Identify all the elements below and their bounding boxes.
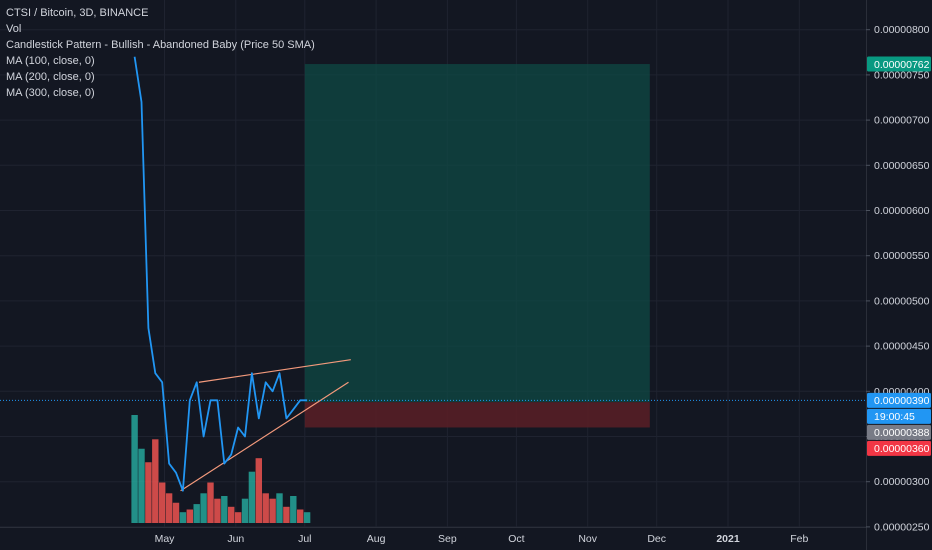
y-tick-label: 0.00000600 [874, 205, 930, 217]
time-axis-background [0, 527, 866, 550]
volume-bar [138, 448, 145, 523]
volume-bar [255, 458, 262, 523]
x-tick-label: Jul [298, 533, 311, 545]
volume-bar [165, 493, 173, 523]
target-price-tag-text: 0.00000762 [874, 59, 930, 71]
price-series-line [133, 56, 308, 492]
time-axis[interactable]: May Jun Jul Aug Sep Oct Nov Dec 2021 Feb [0, 527, 866, 550]
x-tick-label: 2021 [716, 533, 740, 545]
price-axis-background [866, 0, 932, 550]
volume-bar [159, 482, 166, 523]
volume-bar [290, 496, 297, 523]
y-tick-label: 0.00000800 [874, 24, 930, 36]
countdown-tag-text: 19:00:45 [874, 411, 915, 423]
volume-bar [283, 506, 290, 523]
x-tick-label: Aug [367, 533, 386, 545]
stop-price-tag-text: 0.00000360 [874, 443, 930, 455]
volume-bar [214, 498, 221, 523]
current-price-tag-box [867, 392, 931, 408]
price-axis[interactable]: 0.00000800 0.00000750 0.00000700 0.00000650… [866, 0, 932, 550]
countdown-tag-box [867, 408, 931, 424]
volume-bar [152, 439, 159, 523]
x-tick-label: Dec [647, 533, 666, 545]
profit-zone [304, 64, 650, 403]
y-tick-label: 0.00000700 [874, 115, 930, 127]
x-tick-label: Nov [578, 533, 597, 545]
y-tick-label: 0.00000450 [874, 341, 930, 353]
y-tick-label: 0.00000650 [874, 160, 930, 172]
volume-bar [145, 462, 152, 523]
x-tick-label: Jun [227, 533, 244, 545]
volume-bars [131, 415, 311, 523]
volume-bar [228, 506, 235, 523]
volume-bar [297, 509, 304, 523]
stop-price-tag-box [867, 440, 931, 456]
price-tags: 0.00000762 0.00000390 19:00:45 0.00000388 0.… [867, 56, 931, 456]
volume-bar [221, 496, 228, 523]
x-tick-label: Sep [438, 533, 457, 545]
volume-bar [172, 502, 180, 523]
volume-bar [248, 471, 256, 523]
volume-bar [131, 415, 138, 523]
volume-bar [269, 498, 276, 523]
volume-bar [262, 493, 269, 523]
x-tick-label: Feb [790, 533, 808, 545]
volume-bar [200, 493, 207, 523]
current-price-tag-text: 0.00000390 [874, 395, 930, 407]
trendline [198, 359, 351, 383]
entry-price-tag-text: 0.00000388 [874, 427, 930, 439]
y-tick-label: 0.00000250 [874, 521, 930, 533]
x-tick-label: Oct [508, 533, 524, 545]
trendline [180, 381, 349, 492]
target-price-tag-box [867, 56, 931, 72]
x-tick-label: May [155, 533, 176, 545]
stop-loss-zone [304, 402, 650, 428]
y-tick-label: 0.00000750 [874, 69, 930, 81]
y-tick-label: 0.00000500 [874, 295, 930, 307]
y-tick-label: 0.00000550 [874, 250, 930, 262]
volume-bar [241, 498, 249, 523]
volume-bar [207, 482, 214, 523]
long-position-tool[interactable] [304, 64, 650, 428]
y-tick-label: 0.00000300 [874, 476, 930, 488]
entry-price-tag-box [867, 424, 931, 440]
volume-bar [276, 493, 283, 523]
trendlines[interactable] [180, 359, 351, 492]
volume-bar [193, 504, 200, 523]
volume-bar [303, 512, 311, 523]
volume-bar [186, 509, 193, 523]
volume-bar [234, 512, 242, 523]
volume-bar [179, 512, 187, 523]
